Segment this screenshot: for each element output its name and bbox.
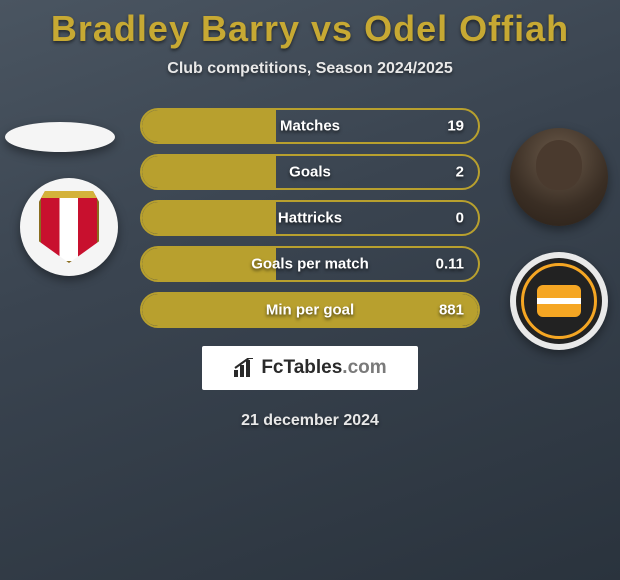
stat-value: 0.11 bbox=[436, 256, 464, 273]
stat-label: Hattricks bbox=[278, 210, 342, 227]
stat-fill bbox=[142, 110, 276, 142]
club-crest-left bbox=[20, 178, 118, 276]
page-title: Bradley Barry vs Odel Offiah bbox=[0, 0, 620, 50]
stat-row: Hattricks 0 bbox=[140, 200, 480, 236]
stat-row: Min per goal 881 bbox=[140, 292, 480, 328]
stat-label: Min per goal bbox=[266, 302, 354, 319]
brand-text: FcTables.com bbox=[261, 357, 386, 379]
stat-value: 2 bbox=[456, 164, 464, 181]
brand-domain: .com bbox=[342, 357, 386, 378]
stat-row: Goals per match 0.11 bbox=[140, 246, 480, 282]
stat-value: 0 bbox=[456, 210, 464, 227]
stats-list: Matches 19 Goals 2 Hattricks 0 Goals per… bbox=[140, 108, 480, 328]
chart-icon bbox=[233, 358, 255, 378]
club-ring-icon bbox=[516, 258, 602, 344]
player-right-avatar bbox=[510, 128, 608, 226]
player-left-avatar bbox=[5, 122, 115, 152]
subtitle: Club competitions, Season 2024/2025 bbox=[0, 60, 620, 78]
stat-fill bbox=[142, 156, 276, 188]
stat-value: 19 bbox=[447, 118, 464, 135]
stat-value: 881 bbox=[439, 302, 464, 319]
shield-icon bbox=[39, 191, 99, 263]
stat-row: Goals 2 bbox=[140, 154, 480, 190]
stat-label: Goals bbox=[289, 164, 331, 181]
brand-name: FcTables bbox=[261, 357, 342, 378]
stat-row: Matches 19 bbox=[140, 108, 480, 144]
stat-fill bbox=[142, 202, 276, 234]
club-crest-right bbox=[510, 252, 608, 350]
date-label: 21 december 2024 bbox=[0, 412, 620, 430]
stat-label: Matches bbox=[280, 118, 340, 135]
stat-label: Goals per match bbox=[251, 256, 369, 273]
brand-box: FcTables.com bbox=[202, 346, 418, 390]
